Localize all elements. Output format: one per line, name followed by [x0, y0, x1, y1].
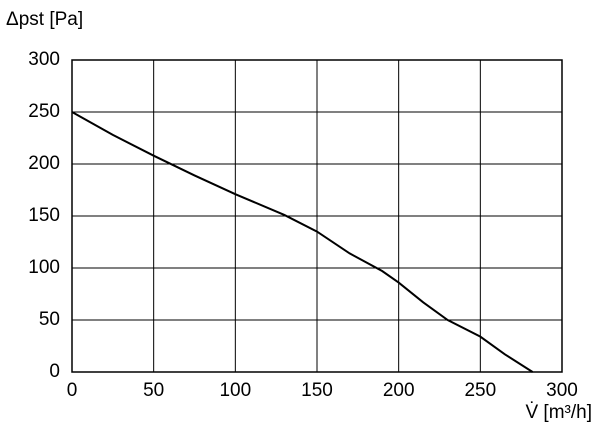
y-tick-label: 50: [39, 309, 60, 330]
x-tick-label: 0: [67, 380, 78, 401]
y-tick-label: 0: [49, 361, 60, 382]
y-tick-label: 250: [28, 101, 60, 122]
y-axis-label: Δpst [Pa]: [6, 9, 83, 30]
y-tick-label: 100: [28, 257, 60, 278]
x-tick-label: 200: [383, 380, 415, 401]
y-tick-label: 200: [28, 153, 60, 174]
x-tick-label: 50: [143, 380, 164, 401]
x-tick-label: 100: [219, 380, 251, 401]
x-tick-label: 150: [301, 380, 333, 401]
line: [71, 111, 534, 373]
x-tick-label: 250: [464, 380, 496, 401]
x-tick-label: 300: [546, 380, 578, 401]
x-axis-label: V̇ [m³/h]: [525, 402, 592, 423]
y-tick-label: 150: [28, 205, 60, 226]
plot-frame: [71, 59, 563, 373]
y-tick-label: 300: [28, 49, 60, 70]
